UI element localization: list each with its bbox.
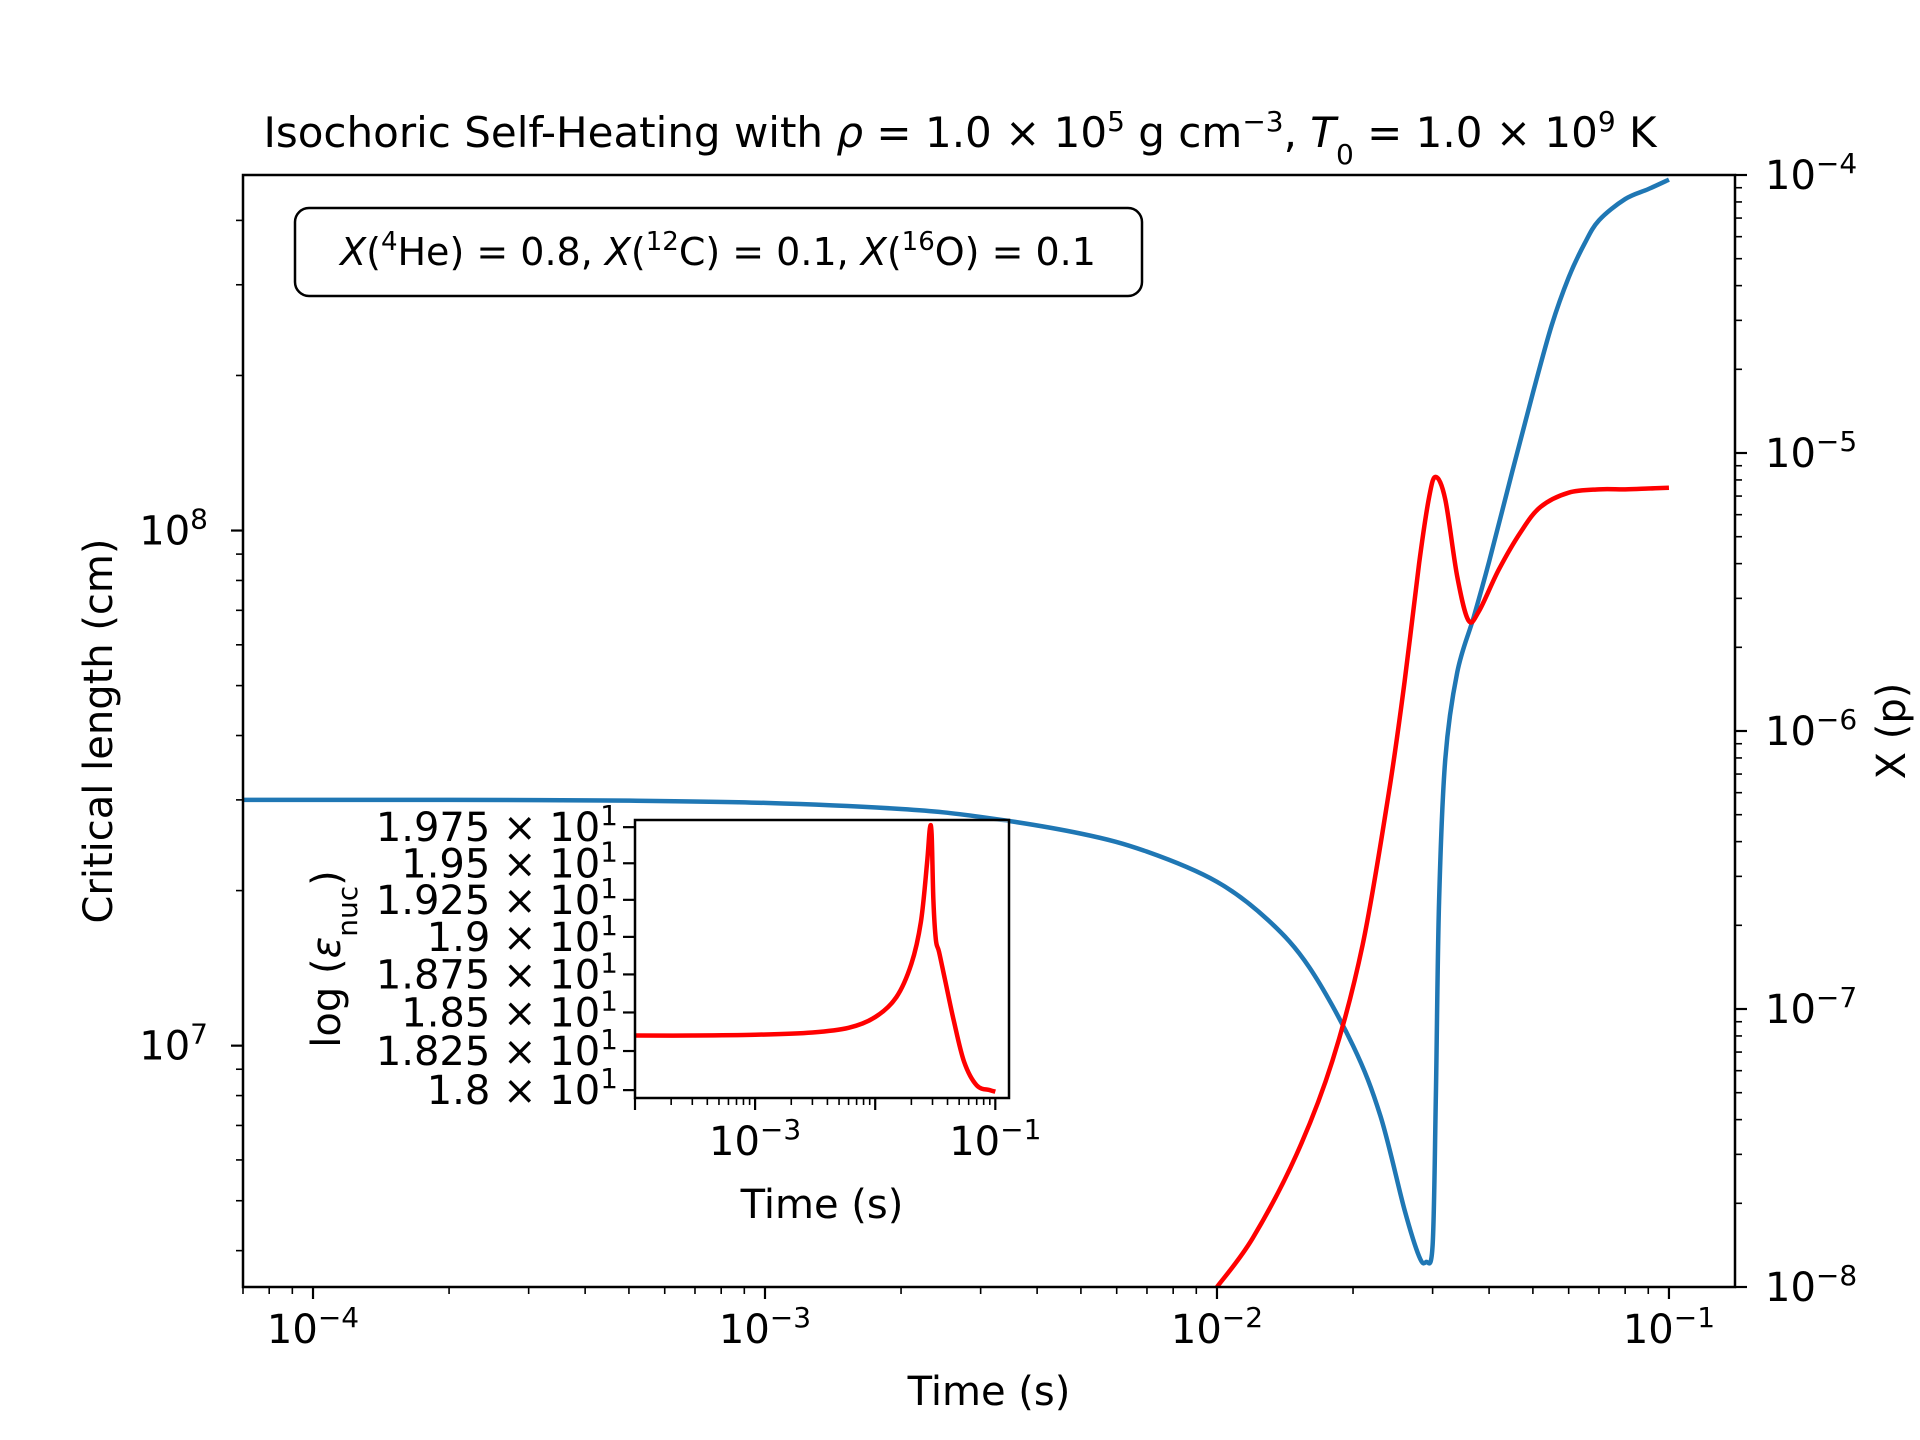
inset-x-tick-label: 10−1 (949, 1113, 1041, 1166)
annotation-box (293, 206, 1144, 298)
x-tick-label: 10−1 (1623, 1301, 1715, 1354)
series-line-blue (243, 177, 1670, 1266)
annotation-text: X(4He) = 0.8, X(12C) = 0.1, X(16O) = 0.1 (338, 227, 1096, 274)
inset-x-axis-label: Time (s) (740, 1182, 904, 1228)
inset-y-axis-label: log (εnuc) (304, 870, 364, 1047)
y-tick-label: 108 (139, 502, 208, 555)
main-ticks: 10−4 10−3 10−2 10−1 107 108 10−8 10−7 10−6 10−5 10… (139, 147, 1857, 1354)
main-plot: 10−4 10−3 10−2 10−1 107 108 10−8 10−7 10−6 10−5 10… (76, 147, 1915, 1416)
main-plot-frame (241, 173, 1737, 1289)
y2-tick-label: 10−5 (1765, 425, 1857, 478)
inset-series-line-red (635, 822, 996, 1094)
inset-y-tick-label: 1.925 × 101 (376, 871, 618, 924)
x-tick-label: 10−4 (267, 1301, 359, 1354)
y-axis-label: Critical length (cm) (76, 539, 122, 924)
x-tick-label: 10−2 (1171, 1301, 1263, 1354)
inset-y-tick-label: 1.825 × 101 (376, 1023, 618, 1076)
main-series (243, 177, 1670, 1287)
x-tick-label: 10−3 (719, 1301, 811, 1354)
inset-x-tick-label: 10−3 (709, 1113, 801, 1166)
y2-tick-label: 10−4 (1765, 147, 1857, 200)
inset-background (635, 820, 1009, 1098)
y2-tick-label: 10−8 (1765, 1259, 1857, 1312)
y2-tick-label: 10−6 (1765, 703, 1857, 756)
chart-title: Isochoric Self-Heating with ρ = 1.0 × 10… (263, 105, 1658, 171)
series-line-red (1215, 474, 1670, 1287)
y-tick-label: 107 (139, 1017, 208, 1070)
inset-y-tick-label: 1.9 × 101 (427, 908, 618, 961)
y2-tick-label: 10−7 (1765, 981, 1857, 1034)
inset-y-tick-label: 1.975 × 101 (376, 799, 618, 852)
inset-series (635, 822, 996, 1094)
y2-axis-label: X (p) (1869, 683, 1915, 780)
inset-frame (633, 818, 1011, 1100)
x-axis-label: Time (s) (907, 1369, 1071, 1415)
inset-y-tick-label: 1.95 × 101 (401, 835, 618, 888)
inset-y-tick-label: 1.8 × 101 (427, 1062, 618, 1115)
inset-y-tick-label: 1.85 × 101 (401, 984, 618, 1037)
inset-y-tick-label: 1.875 × 101 (376, 946, 618, 999)
